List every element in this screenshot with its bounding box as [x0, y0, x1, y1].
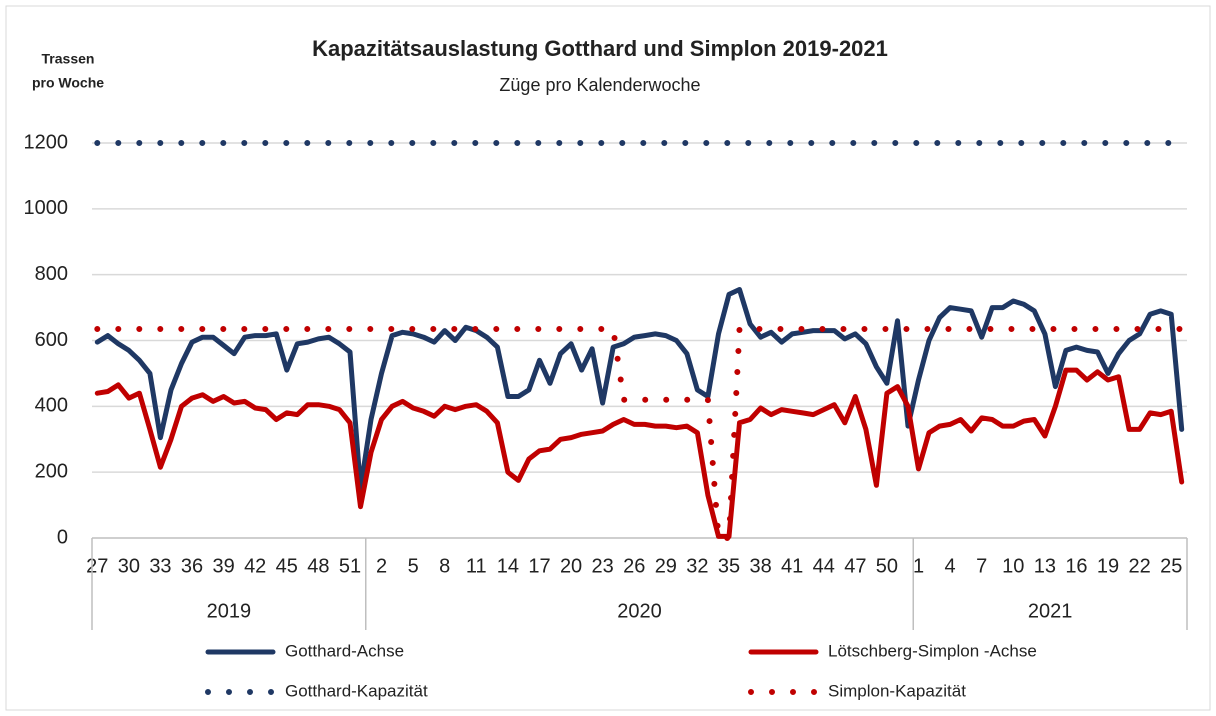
x-tick-label: 5	[408, 555, 419, 577]
legend-label: Gotthard-Achse	[285, 641, 404, 660]
group-label: 2020	[617, 600, 662, 622]
group-label: 2021	[1028, 600, 1073, 622]
chart-subtitle: Züge pro Kalenderwoche	[499, 75, 700, 95]
y-axis-label: Trassen	[42, 51, 95, 67]
capacity-line	[94, 326, 1185, 541]
x-tick-label: 41	[781, 555, 803, 577]
x-tick-label: 27	[86, 555, 108, 577]
y-tick-label: 600	[35, 329, 68, 351]
x-tick-label: 22	[1128, 555, 1150, 577]
x-tick-label: 17	[528, 555, 550, 577]
x-tick-label: 25	[1160, 555, 1182, 577]
x-tick-label: 51	[339, 555, 361, 577]
x-tick-label: 2	[376, 555, 387, 577]
x-tick-label: 7	[976, 555, 987, 577]
y-tick-label: 0	[57, 526, 68, 548]
x-tick-label: 1	[913, 555, 924, 577]
x-tick-label: 38	[749, 555, 771, 577]
x-tick-label: 20	[560, 555, 582, 577]
y-tick-label: 800	[35, 263, 68, 285]
chart-border	[5, 5, 1211, 711]
x-tick-label: 4	[945, 555, 956, 577]
y-tick-label: 1200	[24, 131, 69, 153]
legend-label: Simplon-Kapazität	[828, 681, 966, 700]
x-tick-label: 50	[876, 555, 898, 577]
x-tick-label: 44	[813, 555, 835, 577]
chart-title: Kapazitätsauslastung Gotthard und Simplo…	[312, 36, 888, 61]
x-tick-label: 30	[118, 555, 140, 577]
x-tick-label: 16	[1065, 555, 1087, 577]
x-tick-label: 48	[307, 555, 329, 577]
series-line	[94, 367, 1185, 539]
series-line	[94, 287, 1185, 492]
x-tick-label: 36	[181, 555, 203, 577]
x-tick-label: 13	[1034, 555, 1056, 577]
x-tick-label: 14	[497, 555, 519, 577]
group-label: 2019	[207, 600, 252, 622]
x-tick-label: 47	[844, 555, 866, 577]
y-tick-label: 400	[35, 395, 68, 417]
x-tick-label: 33	[149, 555, 171, 577]
legend-label: Gotthard-Kapazität	[285, 681, 428, 700]
y-tick-label: 1000	[24, 197, 69, 219]
x-tick-label: 35	[718, 555, 740, 577]
x-tick-label: 39	[212, 555, 234, 577]
x-tick-label: 8	[439, 555, 450, 577]
x-tick-label: 19	[1097, 555, 1119, 577]
y-axis-label: pro Woche	[32, 75, 104, 91]
x-tick-label: 42	[244, 555, 266, 577]
x-tick-label: 26	[623, 555, 645, 577]
y-tick-label: 200	[35, 460, 68, 482]
x-tick-label: 23	[592, 555, 614, 577]
x-tick-label: 11	[466, 555, 487, 577]
x-tick-label: 10	[1002, 555, 1024, 577]
x-tick-label: 32	[686, 555, 708, 577]
x-tick-label: 29	[655, 555, 677, 577]
legend-label: Lötschberg-Simplon -Achse	[828, 641, 1037, 660]
x-tick-label: 45	[276, 555, 298, 577]
